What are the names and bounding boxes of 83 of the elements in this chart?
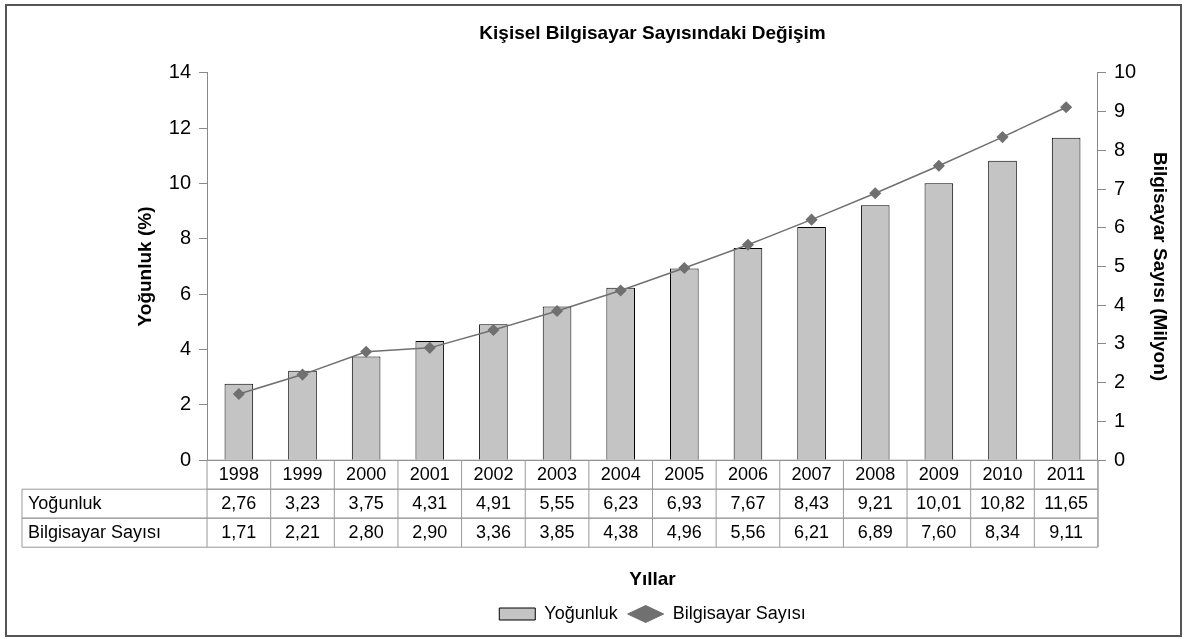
y2-tick-label: 7 — [1113, 176, 1126, 199]
data-label: 2,90 — [412, 521, 448, 542]
x-tick-label: 2011 — [1046, 463, 1086, 484]
point — [360, 345, 372, 358]
y2-tick-label: 9 — [1113, 99, 1126, 122]
point — [742, 239, 754, 251]
point — [933, 160, 945, 172]
point — [233, 388, 245, 400]
point — [1060, 101, 1072, 114]
y-tick-label: 10 — [168, 171, 192, 193]
data-label: 8,34 — [984, 521, 1021, 542]
y-tick-label: 12 — [168, 115, 192, 138]
data-label: 7,67 — [730, 492, 766, 513]
data-label: 3,36 — [475, 521, 511, 542]
data-label: 1,71 — [221, 521, 257, 542]
data-label: 4,31 — [412, 492, 448, 513]
point — [678, 262, 691, 274]
data-label: 8,43 — [794, 492, 830, 513]
text: Bilgisayar Sayısı — [28, 521, 162, 542]
legend-label: Yoğunluk — [544, 602, 619, 623]
data-label: 10,82 — [979, 492, 1026, 513]
data-label: 4,96 — [666, 521, 702, 542]
y-axis-title: Yoğunluk (%) — [133, 206, 155, 327]
data-label: 9,21 — [857, 492, 893, 513]
data-label: 10,01 — [916, 492, 962, 513]
x-axis-title: Yıllar — [629, 567, 677, 589]
point — [996, 131, 1009, 143]
point — [869, 187, 881, 200]
data-label: 2,76 — [221, 492, 257, 513]
x-tick-label: 2009 — [918, 463, 959, 484]
point — [424, 342, 436, 354]
y2-tick-label: 5 — [1113, 254, 1126, 277]
x-tick-label: 2004 — [600, 463, 641, 484]
y2-tick-label: 1 — [1113, 408, 1126, 431]
y2-tick-label: 0 — [1113, 447, 1126, 470]
x-tick-label: 2007 — [791, 463, 832, 484]
chart-title: Kişisel Bilgisayar Sayısındaki Değişim — [479, 21, 826, 43]
data-label: 6,89 — [857, 521, 893, 542]
data-label: 2,80 — [348, 521, 384, 542]
data-label: 11,65 — [1044, 492, 1088, 513]
y-tick-label: 0 — [179, 447, 192, 470]
y2-tick-label: 4 — [1113, 292, 1126, 315]
x-tick-label: 1999 — [282, 463, 323, 484]
x-tick-label: 2008 — [855, 463, 896, 484]
data-label: 7,60 — [921, 521, 957, 542]
text: Yoğunluk — [28, 492, 102, 513]
data-label: 6,93 — [666, 492, 702, 513]
y2-tick-label: 2 — [1113, 370, 1126, 393]
data-label: 3,75 — [348, 492, 384, 513]
y-tick-label: 8 — [179, 226, 192, 249]
y2-axis-title: Bilgisayar Sayısı (Milyon) — [1150, 151, 1172, 382]
x-tick-label: 2000 — [346, 463, 387, 484]
point — [551, 305, 563, 317]
y-tick-label: 2 — [179, 392, 192, 415]
y-tick-label: 4 — [179, 337, 192, 360]
x-tick-label: 2005 — [664, 463, 705, 484]
legend-label: Bilgisayar Sayısı — [672, 602, 806, 623]
y2-tick-label: 3 — [1113, 331, 1126, 354]
data-label: 9,11 — [1049, 521, 1083, 542]
data-label: 5,55 — [539, 492, 575, 513]
x-tick-label: 1998 — [218, 463, 259, 484]
data-label: 2,21 — [284, 521, 321, 542]
y-tick-label: 6 — [179, 281, 192, 304]
data-label: 5,56 — [730, 521, 766, 542]
x-tick-label: 2010 — [982, 463, 1023, 484]
point — [805, 213, 818, 226]
y2-tick-label: 10 — [1113, 60, 1137, 83]
data-label: 3,85 — [539, 521, 575, 542]
x-tick-label: 2001 — [409, 463, 450, 484]
y2-tick-label: 8 — [1113, 137, 1126, 160]
point — [487, 324, 500, 336]
point — [614, 284, 627, 297]
data-label: 6,21 — [794, 521, 830, 542]
data-label: 3,23 — [284, 492, 321, 513]
data-label: 4,91 — [475, 492, 511, 513]
y-tick-label: 14 — [168, 60, 192, 83]
point — [296, 368, 309, 381]
x-tick-label: 2003 — [537, 463, 578, 484]
x-tick-label: 2006 — [727, 463, 768, 484]
data-label: 4,38 — [603, 521, 639, 542]
data-label: 6,23 — [603, 492, 639, 513]
y2-tick-label: 6 — [1113, 215, 1126, 238]
x-tick-label: 2002 — [473, 463, 514, 484]
